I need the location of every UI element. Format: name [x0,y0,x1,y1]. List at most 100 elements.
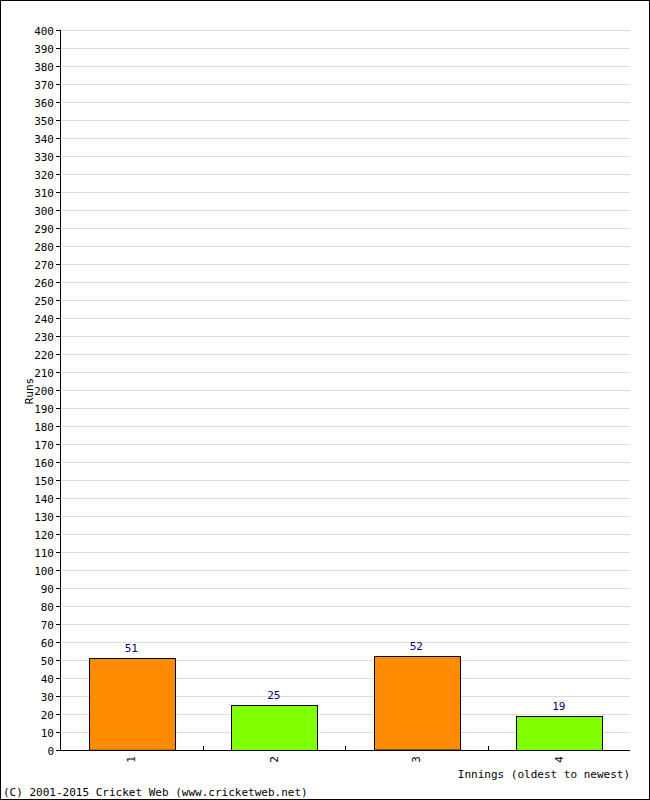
y-tick-label: 190 [34,403,54,416]
bar [90,659,176,751]
y-tick [56,516,60,517]
y-tick [56,264,60,265]
chart: 0102030405060708090100110120130140150160… [0,0,650,800]
grid-line [60,264,630,265]
y-tick [56,426,60,427]
y-tick-label: 370 [34,79,54,92]
y-tick [56,300,60,301]
y-tick-label: 130 [34,511,54,524]
y-tick [56,282,60,283]
grid-line [60,192,630,193]
y-tick [56,732,60,733]
y-tick-label: 290 [34,223,54,236]
y-tick [56,534,60,535]
y-tick [56,588,60,589]
y-tick-label: 250 [34,295,54,308]
y-tick-label: 30 [41,691,54,704]
y-tick-label: 390 [34,43,54,56]
y-tick [56,498,60,499]
grid-line [60,642,630,643]
y-tick [56,696,60,697]
y-tick-label: 270 [34,259,54,272]
x-tick [203,746,204,750]
grid-line [60,174,630,175]
grid-line [60,138,630,139]
grid-line [60,318,630,319]
bars [90,657,603,751]
grid-line [60,66,630,67]
y-tick-label: 230 [34,331,54,344]
y-tick [56,84,60,85]
y-tick [56,606,60,607]
y-tick [56,66,60,67]
y-tick-label: 120 [34,529,54,542]
data-label: 51 [125,642,138,655]
y-tick-label: 210 [34,367,54,380]
grid-line [60,84,630,85]
y-tick-label: 10 [41,727,54,740]
grid-line [60,210,630,211]
grid-line [60,570,630,571]
y-tick [56,102,60,103]
y-tick-label: 330 [34,151,54,164]
y-tick [56,570,60,571]
grid-line [60,282,630,283]
grid-line [60,624,630,625]
y-tick [56,30,60,31]
y-tick-label: 110 [34,547,54,560]
grid-line [60,390,630,391]
y-tick [56,444,60,445]
grid-line [60,102,630,103]
data-label: 25 [267,689,280,702]
x-tick-label: 1 [125,756,138,763]
y-tick [56,318,60,319]
y-tick [56,192,60,193]
y-tick [56,354,60,355]
y-tick-label: 100 [34,565,54,578]
data-label: 19 [552,700,565,713]
y-tick [56,408,60,409]
y-tick [56,120,60,121]
y-tick-label: 140 [34,493,54,506]
x-axis [60,750,630,751]
x-tick-label: 3 [410,756,423,763]
y-tick-label: 80 [41,601,54,614]
grid-line [60,48,630,49]
y-tick-label: 380 [34,61,54,74]
y-tick [56,48,60,49]
y-tick-label: 160 [34,457,54,470]
y-tick-label: 300 [34,205,54,218]
y-tick [56,246,60,247]
grid-line [60,606,630,607]
y-tick [56,228,60,229]
grid-line [60,588,630,589]
grid-line [60,444,630,445]
y-tick [56,624,60,625]
y-tick [56,138,60,139]
y-tick-label: 320 [34,169,54,182]
grid-line [60,498,630,499]
x-tick-label: 4 [553,756,566,763]
grid-line [60,480,630,481]
y-tick-label: 350 [34,115,54,128]
x-tick [345,746,346,750]
y-tick-label: 310 [34,187,54,200]
y-tick-label: 240 [34,313,54,326]
grid-line [60,300,630,301]
x-tick [488,746,489,750]
y-tick [56,210,60,211]
y-tick [56,552,60,553]
y-tick-label: 40 [41,673,54,686]
y-tick-label: 360 [34,97,54,110]
x-tick-label: 2 [268,756,281,763]
y-tick-label: 90 [41,583,54,596]
data-label: 52 [410,640,423,653]
y-tick-label: 150 [34,475,54,488]
grid-line [60,354,630,355]
bar [517,717,603,751]
y-tick [56,336,60,337]
y-tick [56,714,60,715]
labels: 51 25 52 19 [125,640,566,712]
grid-line [60,120,630,121]
y-tick-label: 220 [34,349,54,362]
